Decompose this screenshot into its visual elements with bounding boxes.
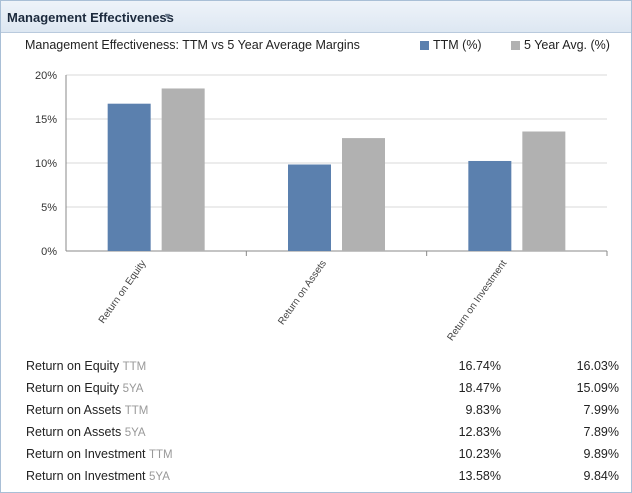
row-label: Return on Equity (26, 381, 120, 395)
table-row: Return on Equity 5YA 18.47% 15.09% (1, 377, 632, 399)
table-row: Return on Assets TTM 9.83% 7.99% (1, 399, 632, 421)
legend-swatch-5yr (511, 40, 520, 50)
legend-item-5yr: 5 Year Avg. (%) (511, 38, 610, 52)
bar-ttm (107, 103, 151, 251)
legend-label-ttm: TTM (%) (433, 38, 482, 52)
row-value-company: 10.23% (458, 447, 501, 461)
row-suffix: TTM (122, 361, 147, 373)
table-row: Return on Assets 5YA 12.83% 7.89% (1, 421, 632, 443)
chevron-down-icon[interactable]: ▼ (163, 11, 172, 21)
row-value-comparison: 15.09% (576, 381, 619, 395)
y-tick-label: 5% (41, 202, 57, 214)
row-suffix: 5YA (124, 427, 146, 439)
row-value-comparison: 7.89% (583, 425, 619, 439)
y-tick-label: 10% (35, 158, 57, 170)
bar-5yr (161, 88, 205, 251)
x-tick-label: Return on Investment (445, 258, 509, 343)
row-value-comparison: 9.84% (583, 469, 619, 483)
bar-chart: 0% 5% 10% 15% 20% Return on Equity Return on A… (35, 70, 608, 343)
panel-header[interactable]: Management Effectiveness ▼ (1, 1, 631, 33)
bar-5yr (522, 131, 566, 251)
y-tick-label: 0% (41, 246, 57, 258)
x-tick-label: Return on Equity (97, 258, 149, 325)
row-suffix: 5YA (122, 383, 144, 395)
panel-title: Management Effectiveness (7, 10, 174, 25)
y-tick-label: 15% (35, 114, 57, 126)
legend-swatch-ttm (420, 40, 429, 50)
row-value-company: 18.47% (458, 381, 501, 395)
row-value-comparison: 16.03% (576, 359, 619, 373)
row-label: Return on Assets (26, 403, 122, 417)
row-label: Return on Investment (26, 447, 146, 461)
legend-item-ttm: TTM (%) (420, 38, 482, 52)
row-label: Return on Equity (26, 359, 120, 373)
bar-5yr (342, 138, 385, 251)
bar-ttm (468, 160, 512, 251)
bar-ttm (288, 164, 331, 251)
row-suffix: TTM (149, 449, 173, 461)
y-tick-label: 20% (35, 70, 57, 82)
row-suffix: TTM (124, 405, 149, 417)
row-value-company: 12.83% (458, 425, 501, 439)
table-row: Return on Investment 5YA 13.58% 9.84% (1, 465, 632, 487)
x-tick-label: Return on Assets (276, 258, 329, 327)
row-value-company: 13.58% (458, 469, 501, 483)
row-suffix: 5YA (149, 471, 170, 483)
table-row: Return on Equity TTM 16.74% 16.03% (1, 355, 632, 377)
legend-label-5yr: 5 Year Avg. (%) (524, 38, 610, 52)
row-label: Return on Assets (26, 425, 122, 439)
row-value-comparison: 9.89% (583, 447, 619, 461)
chart-title: Management Effectiveness: TTM vs 5 Year … (25, 38, 360, 52)
row-value-comparison: 7.99% (583, 403, 619, 417)
row-value-company: 9.83% (465, 403, 501, 417)
table-row: Return on Investment TTM 10.23% 9.89% (1, 443, 632, 465)
row-label: Return on Investment (26, 469, 146, 483)
row-value-company: 16.74% (458, 359, 501, 373)
